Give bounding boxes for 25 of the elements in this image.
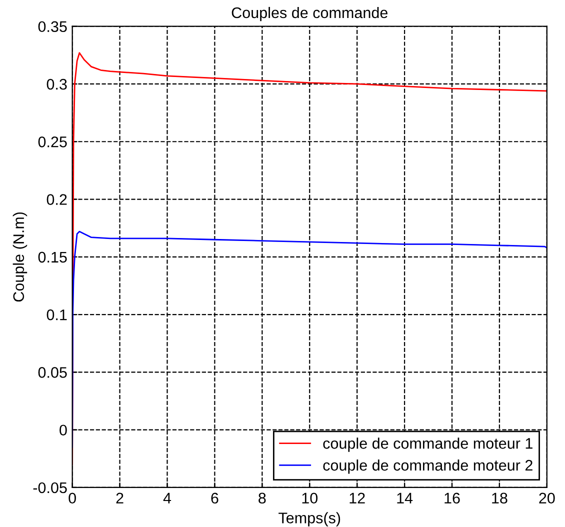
- y-tick-label: 0: [60, 424, 67, 436]
- x-tick-label: 8: [258, 492, 266, 504]
- y-tick-label: 0.1: [46, 309, 67, 320]
- y-tick-label: 0.3: [46, 78, 67, 90]
- y-tick-label: 0.25: [38, 136, 67, 148]
- chart-title: Couples de commande: [232, 6, 388, 22]
- y-axis-title: Couple (N.m): [12, 212, 28, 302]
- x-tick-label: 20: [539, 492, 555, 504]
- x-tick-label: 6: [211, 492, 218, 504]
- y-tick-label: 0.15: [38, 252, 67, 263]
- y-tick-label: 0.35: [38, 21, 67, 32]
- x-axis-title: Temps(s): [278, 512, 340, 526]
- legend-label: couple de commande moteur 2: [323, 459, 532, 474]
- x-tick-label: 0: [68, 492, 76, 504]
- legend-label: couple de commande moteur 1: [323, 438, 532, 452]
- x-tick-label: 14: [397, 492, 413, 504]
- x-tick-label: 2: [116, 492, 124, 504]
- x-tick-label: 10: [302, 492, 318, 504]
- x-tick-label: 4: [163, 492, 172, 504]
- x-tick-label: 12: [350, 492, 365, 504]
- x-tick-label: 18: [492, 492, 508, 504]
- y-tick-label: 0.05: [38, 367, 67, 378]
- x-tick-label: 16: [444, 492, 460, 504]
- y-tick-label: 0.2: [46, 194, 67, 205]
- y-tick-label: -0.05: [33, 482, 67, 494]
